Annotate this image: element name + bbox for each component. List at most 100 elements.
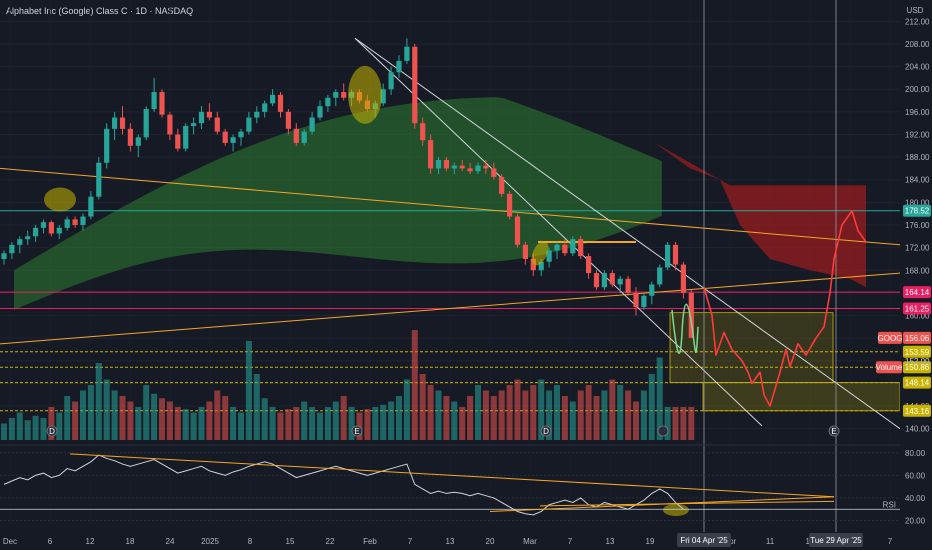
time-tick: Feb [363, 537, 377, 546]
candle [657, 267, 663, 285]
price-tag-label: 164.14 [905, 288, 930, 297]
candle [451, 165, 457, 169]
time-tick: 7 [888, 537, 893, 546]
price-tick: 196.00 [905, 108, 930, 117]
candle [230, 137, 236, 143]
candle [206, 111, 212, 118]
price-tick: 192.00 [905, 130, 930, 139]
price-tick: 188.00 [905, 153, 930, 162]
candle [167, 114, 173, 135]
price-tag [903, 376, 931, 389]
volume-bar [285, 409, 292, 440]
last-price-label: 156.06 [905, 334, 930, 343]
rsi-trendline [69, 453, 835, 498]
candle [522, 244, 528, 259]
candle [380, 89, 386, 104]
volume-bar [95, 363, 102, 440]
candle [222, 131, 228, 143]
volume-bar [324, 407, 331, 440]
candle [33, 227, 39, 237]
candle [420, 123, 426, 141]
price-tag-label: 148.14 [905, 379, 930, 388]
candle [475, 165, 481, 172]
time-tick: 20 [486, 537, 495, 546]
candle [40, 222, 47, 228]
time-tick: 2025 [201, 537, 219, 546]
time-tick: 11 [766, 537, 775, 546]
candle [285, 111, 291, 129]
candle [341, 92, 347, 98]
time-tick: 7 [568, 537, 573, 546]
target-zone-lower [702, 382, 901, 412]
price-tick: 172.00 [905, 244, 930, 253]
price-tag-label: 143.16 [905, 407, 930, 416]
time-tick: 22 [326, 537, 335, 546]
volume-bar [111, 390, 118, 440]
rsi-trendline [539, 500, 835, 507]
rsi-tick: 40.00 [905, 494, 926, 503]
volume-bar [585, 385, 592, 440]
volume-bar [530, 385, 537, 440]
highlight-ellipse [663, 504, 689, 516]
volume-bar [403, 379, 410, 440]
volume-bar [617, 385, 624, 440]
price-tick: 184.00 [905, 176, 930, 185]
projection-path-green [671, 303, 699, 354]
price-tick: 204.00 [905, 63, 930, 72]
candle [435, 159, 442, 169]
candle [198, 111, 205, 124]
candle [499, 176, 505, 194]
trendline-orange-lower [0, 272, 901, 345]
candle [262, 103, 268, 112]
time-tick: Mar [523, 537, 537, 546]
candle [214, 117, 220, 132]
rsi-line [3, 454, 684, 516]
volume-bar [214, 390, 221, 440]
crosshair-date-label: Tue 29 Apr '25 [810, 536, 862, 545]
volume-bar [427, 385, 434, 440]
time-tick: 8 [248, 537, 253, 546]
volume-bar [182, 409, 189, 440]
candle [530, 258, 536, 271]
price-tick: 208.00 [905, 40, 930, 49]
volume-bar [269, 407, 276, 440]
crosshair-date-tag [677, 533, 731, 547]
volume-bar [56, 412, 63, 440]
volume-bar [253, 374, 260, 440]
volume-bar [166, 401, 173, 440]
time-tick: 12 [86, 537, 95, 546]
candle [25, 236, 31, 240]
trendline-white-steep [354, 37, 763, 427]
volume-bar [72, 401, 79, 440]
candle [333, 92, 339, 98]
volume-bar [664, 407, 671, 440]
volume-bar [688, 407, 695, 440]
volume-bar [364, 409, 371, 440]
price-tick: 200.00 [905, 85, 930, 94]
volume-bar [506, 385, 513, 440]
rsi-label: RSI [883, 501, 896, 510]
event-marker [540, 425, 552, 437]
price-tag [903, 286, 931, 299]
volume-bar [317, 412, 323, 440]
candle [546, 250, 552, 262]
volume-bar [498, 390, 505, 440]
candle [601, 273, 607, 288]
candle [538, 261, 544, 271]
candle [633, 292, 639, 308]
candle [388, 72, 394, 90]
volume-bar [151, 393, 158, 440]
symbol-tag [878, 331, 902, 344]
volume-bar [561, 396, 568, 440]
event-marker [828, 425, 840, 437]
price-tick: 212.00 [905, 17, 930, 26]
volume-bar [522, 390, 529, 440]
rsi-tick: 60.00 [905, 471, 926, 480]
price-tick: 140.00 [905, 425, 930, 434]
candle [325, 97, 331, 107]
candle [507, 193, 513, 217]
volume-bar [538, 379, 545, 440]
candle [72, 219, 78, 225]
candle [672, 244, 679, 265]
